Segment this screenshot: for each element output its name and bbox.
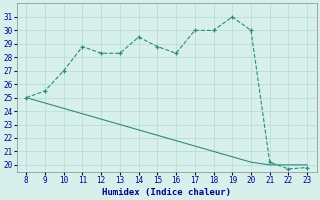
X-axis label: Humidex (Indice chaleur): Humidex (Indice chaleur) xyxy=(102,188,231,197)
